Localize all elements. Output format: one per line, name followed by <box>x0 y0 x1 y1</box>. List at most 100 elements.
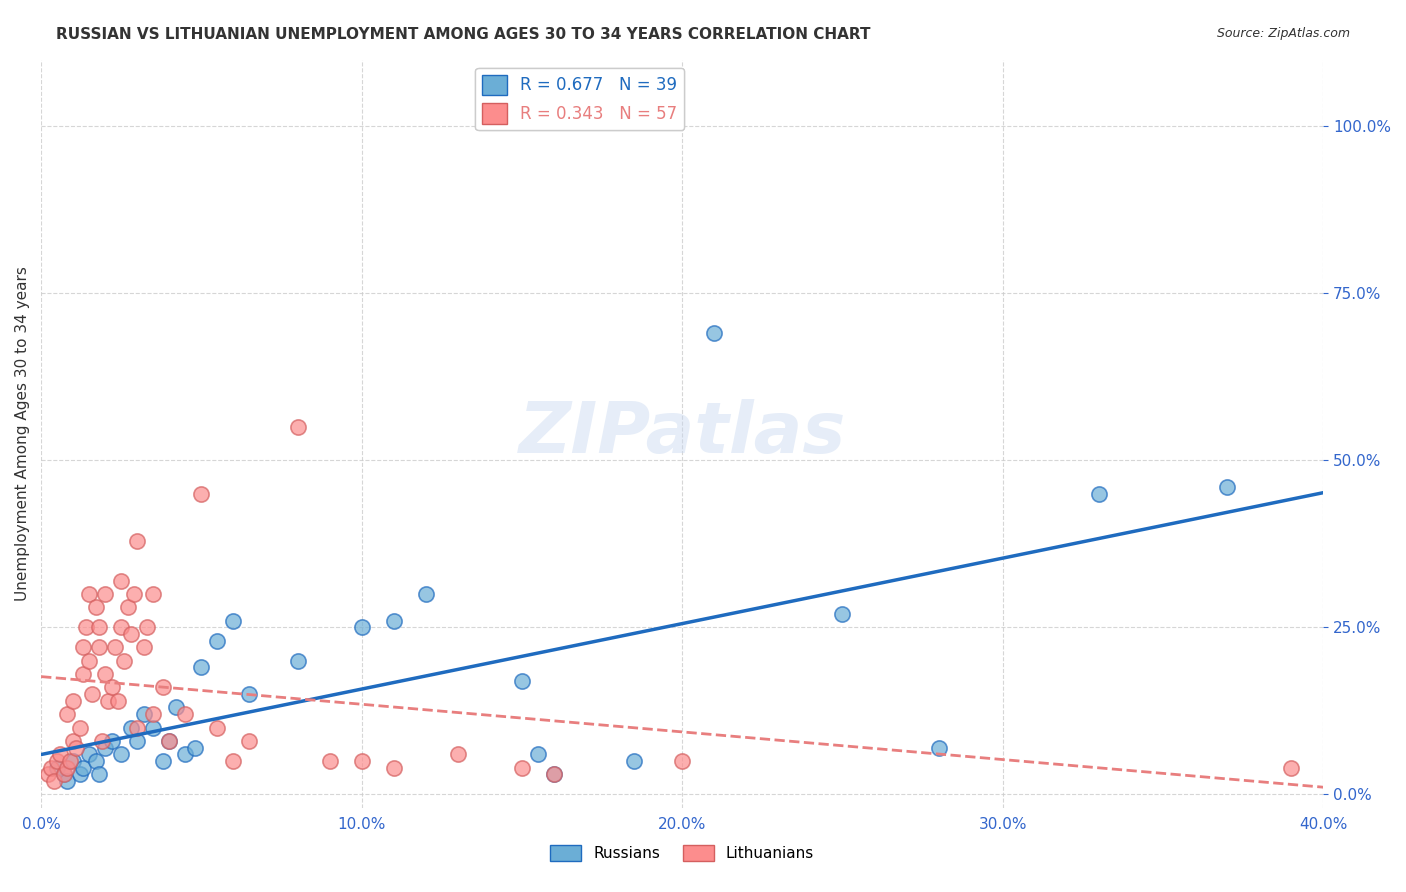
Point <box>152 681 174 695</box>
Point <box>447 747 470 762</box>
Point <box>142 587 165 601</box>
Point <box>122 587 145 601</box>
Point <box>831 607 853 621</box>
Point <box>100 734 122 748</box>
Point <box>84 600 107 615</box>
Point <box>55 707 77 722</box>
Point <box>190 487 212 501</box>
Point <box>110 620 132 634</box>
Point <box>87 620 110 634</box>
Point <box>510 673 533 688</box>
Point <box>142 707 165 722</box>
Point <box>100 681 122 695</box>
Point <box>238 687 260 701</box>
Point <box>91 734 114 748</box>
Point <box>46 761 69 775</box>
Point <box>42 774 65 789</box>
Point <box>152 754 174 768</box>
Point <box>37 767 59 781</box>
Point <box>94 740 117 755</box>
Point <box>527 747 550 762</box>
Point <box>77 654 100 668</box>
Point <box>72 667 94 681</box>
Y-axis label: Unemployment Among Ages 30 to 34 years: Unemployment Among Ages 30 to 34 years <box>15 266 30 601</box>
Point <box>135 620 157 634</box>
Point <box>287 654 309 668</box>
Point <box>1088 487 1111 501</box>
Point <box>107 694 129 708</box>
Point <box>104 640 127 655</box>
Point <box>287 420 309 434</box>
Point <box>77 587 100 601</box>
Point <box>207 721 229 735</box>
Point <box>49 747 72 762</box>
Point <box>97 694 120 708</box>
Point <box>238 734 260 748</box>
Point <box>94 587 117 601</box>
Point <box>110 747 132 762</box>
Point <box>127 533 149 548</box>
Point <box>127 734 149 748</box>
Point <box>127 721 149 735</box>
Point <box>671 754 693 768</box>
Point <box>350 754 373 768</box>
Point <box>84 754 107 768</box>
Point <box>65 740 87 755</box>
Point <box>157 734 180 748</box>
Point <box>77 747 100 762</box>
Point <box>207 633 229 648</box>
Point <box>62 694 84 708</box>
Point <box>174 707 197 722</box>
Text: ZIPatlas: ZIPatlas <box>519 399 846 468</box>
Point <box>94 667 117 681</box>
Point <box>110 574 132 588</box>
Point <box>157 734 180 748</box>
Point <box>69 721 91 735</box>
Point <box>222 754 245 768</box>
Point <box>120 627 142 641</box>
Text: Source: ZipAtlas.com: Source: ZipAtlas.com <box>1216 27 1350 40</box>
Point <box>72 761 94 775</box>
Point <box>114 654 136 668</box>
Point <box>703 326 725 341</box>
Point <box>318 754 340 768</box>
Point <box>117 600 139 615</box>
Point <box>120 721 142 735</box>
Point <box>132 707 155 722</box>
Point <box>623 754 645 768</box>
Point <box>62 754 84 768</box>
Legend: R = 0.677   N = 39, R = 0.343   N = 57: R = 0.677 N = 39, R = 0.343 N = 57 <box>475 68 683 130</box>
Point <box>46 754 69 768</box>
Text: RUSSIAN VS LITHUANIAN UNEMPLOYMENT AMONG AGES 30 TO 34 YEARS CORRELATION CHART: RUSSIAN VS LITHUANIAN UNEMPLOYMENT AMONG… <box>56 27 870 42</box>
Point <box>184 740 207 755</box>
Point <box>39 761 62 775</box>
Point <box>543 767 565 781</box>
Point <box>382 761 405 775</box>
Point <box>87 640 110 655</box>
Point <box>59 754 82 768</box>
Point <box>543 767 565 781</box>
Point <box>62 734 84 748</box>
Point <box>69 767 91 781</box>
Point <box>1216 480 1239 494</box>
Point <box>174 747 197 762</box>
Point <box>55 774 77 789</box>
Point <box>55 761 77 775</box>
Point <box>350 620 373 634</box>
Point <box>510 761 533 775</box>
Point <box>1279 761 1302 775</box>
Point <box>52 767 75 781</box>
Point <box>87 767 110 781</box>
Point <box>165 700 187 714</box>
Point <box>82 687 104 701</box>
Point <box>132 640 155 655</box>
Point <box>72 640 94 655</box>
Point <box>928 740 950 755</box>
Point <box>222 614 245 628</box>
Point <box>415 587 437 601</box>
Point <box>382 614 405 628</box>
Point <box>190 660 212 674</box>
Point <box>142 721 165 735</box>
Point <box>52 767 75 781</box>
Point <box>75 620 97 634</box>
